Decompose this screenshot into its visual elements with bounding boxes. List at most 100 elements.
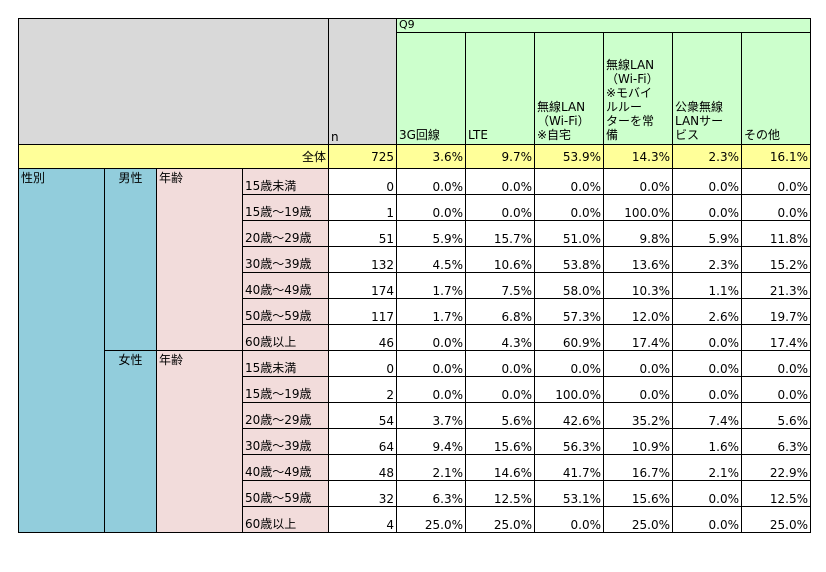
- percent-cell: 0.0%: [465, 350, 535, 377]
- percent-cell: 17.4%: [741, 324, 811, 351]
- percent-cell: 60.9%: [534, 324, 604, 351]
- percent-cell: 25.0%: [741, 506, 811, 533]
- percent-cell: 0.0%: [603, 168, 673, 195]
- age-bracket-cell: 60歳以上: [242, 506, 329, 533]
- percent-cell: 2.6%: [672, 298, 742, 325]
- percent-cell: 56.3%: [534, 428, 604, 455]
- percent-cell: 0.0%: [396, 324, 466, 351]
- column-header-5: 公衆無線 LANサー ビス: [672, 32, 742, 145]
- total-value: 9.7%: [465, 144, 535, 169]
- age-bracket-cell: 50歳～59歳: [242, 480, 329, 507]
- column-header-4: 無線LAN （Wi-Fi） ※モバイ ルルー ターを常備: [603, 32, 673, 145]
- percent-cell: 5.6%: [465, 402, 535, 429]
- age-bracket-cell: 30歳～39歳: [242, 428, 329, 455]
- q9-header-label: Q9: [399, 18, 415, 31]
- percent-cell: 0.0%: [672, 480, 742, 507]
- total-value: 2.3%: [672, 144, 742, 169]
- age-group-label: 年齢: [156, 168, 243, 351]
- percent-cell: 7.4%: [672, 402, 742, 429]
- n-cell: 54: [328, 402, 397, 429]
- age-bracket-cell: 15歳～19歳: [242, 194, 329, 221]
- percent-cell: 1.7%: [396, 298, 466, 325]
- percent-cell: 57.3%: [534, 298, 604, 325]
- percent-cell: 0.0%: [396, 168, 466, 195]
- total-value: 14.3%: [603, 144, 673, 169]
- percent-cell: 0.0%: [672, 194, 742, 221]
- percent-cell: 0.0%: [603, 376, 673, 403]
- percent-cell: 0.0%: [465, 168, 535, 195]
- table-row: 50歳～59歳 32 6.3% 12.5% 53.1% 15.6% 0.0% 12.5%: [19, 480, 811, 507]
- n-cell: 51: [328, 220, 397, 247]
- q9-header: Q9: [396, 18, 811, 33]
- percent-cell: 0.0%: [396, 194, 466, 221]
- percent-cell: 0.0%: [672, 168, 742, 195]
- percent-cell: 10.9%: [603, 428, 673, 455]
- n-cell: 2: [328, 376, 397, 403]
- percent-cell: 0.0%: [534, 168, 604, 195]
- percent-cell: 35.2%: [603, 402, 673, 429]
- table-row: 15歳～19歳 1 0.0% 0.0% 0.0% 100.0% 0.0% 0.0%: [19, 194, 811, 221]
- percent-cell: 58.0%: [534, 272, 604, 299]
- corner-blank: [18, 18, 329, 145]
- percent-cell: 17.4%: [603, 324, 673, 351]
- percent-cell: 7.5%: [465, 272, 535, 299]
- column-header-3: 無線LAN （Wi-Fi） ※自宅: [534, 32, 604, 145]
- percent-cell: 12.0%: [603, 298, 673, 325]
- percent-cell: 0.0%: [672, 376, 742, 403]
- percent-cell: 42.6%: [534, 402, 604, 429]
- percent-cell: 12.5%: [741, 480, 811, 507]
- percent-cell: 6.3%: [741, 428, 811, 455]
- table-row: 女性 年齢 15歳未満 0 0.0% 0.0% 0.0% 0.0% 0.0% 0.0%: [19, 350, 811, 533]
- age-bracket-cell: 30歳～39歳: [242, 246, 329, 273]
- percent-cell: 0.0%: [396, 376, 466, 403]
- percent-cell: 4.3%: [465, 324, 535, 351]
- age-bracket-cell: 15歳未満: [242, 350, 329, 377]
- percent-cell: 13.6%: [603, 246, 673, 273]
- percent-cell: 1.7%: [396, 272, 466, 299]
- percent-cell: 4.5%: [396, 246, 466, 273]
- percent-cell: 2.1%: [672, 454, 742, 481]
- percent-cell: 0.0%: [534, 506, 604, 533]
- column-header-1: 3G回線: [396, 32, 466, 145]
- percent-cell: 0.0%: [672, 324, 742, 351]
- percent-cell: 5.9%: [396, 220, 466, 247]
- percent-cell: 25.0%: [603, 506, 673, 533]
- total-label: 全体: [18, 144, 329, 169]
- n-header-label: n: [331, 130, 339, 144]
- percent-cell: 22.9%: [741, 454, 811, 481]
- dimension-label: 性別: [18, 168, 105, 533]
- age-bracket-cell: 50歳～59歳: [242, 298, 329, 325]
- percent-cell: 6.3%: [396, 480, 466, 507]
- percent-cell: 15.6%: [465, 428, 535, 455]
- gender-group-label: 女性: [104, 350, 157, 533]
- total-n: 725: [328, 144, 397, 169]
- percent-cell: 14.6%: [465, 454, 535, 481]
- table-row: 40歳～49歳 48 2.1% 14.6% 41.7% 16.7% 2.1% 22.9%: [19, 454, 811, 481]
- percent-cell: 0.0%: [534, 350, 604, 377]
- percent-cell: 10.6%: [465, 246, 535, 273]
- percent-cell: 25.0%: [465, 506, 535, 533]
- age-bracket-cell: 40歳～49歳: [242, 272, 329, 299]
- crosstab-table: n Q9 3G回線 LTE 無線LAN （Wi-Fi） ※自宅 無線LAN （Wi-Fi） ※…: [18, 18, 811, 533]
- age-bracket-cell: 60歳以上: [242, 324, 329, 351]
- table-row: 性別 男性 年齢 15歳未満 0 0.0% 0.0% 0.0% 0.0% 0.0% 0.0%: [18, 168, 811, 533]
- percent-cell: 21.3%: [741, 272, 811, 299]
- percent-cell: 25.0%: [396, 506, 466, 533]
- table-row: 30歳～39歳 64 9.4% 15.6% 56.3% 10.9% 1.6% 6.3%: [19, 428, 811, 455]
- percent-cell: 0.0%: [396, 350, 466, 377]
- percent-cell: 9.4%: [396, 428, 466, 455]
- percent-cell: 0.0%: [741, 350, 811, 377]
- percent-cell: 2.1%: [396, 454, 466, 481]
- percent-cell: 5.9%: [672, 220, 742, 247]
- percent-cell: 0.0%: [465, 194, 535, 221]
- age-bracket-cell: 15歳～19歳: [242, 376, 329, 403]
- n-cell: 174: [328, 272, 397, 299]
- percent-cell: 15.7%: [465, 220, 535, 247]
- column-header-row: 3G回線 LTE 無線LAN （Wi-Fi） ※自宅 無線LAN （Wi-Fi） ※モバイ ルル…: [19, 32, 811, 145]
- column-header-2: LTE: [465, 32, 535, 145]
- n-cell: 117: [328, 298, 397, 325]
- total-row: 全体 725 3.6% 9.7% 53.9% 14.3% 2.3% 16.1%: [18, 144, 811, 169]
- percent-cell: 12.5%: [465, 480, 535, 507]
- total-value: 16.1%: [741, 144, 811, 169]
